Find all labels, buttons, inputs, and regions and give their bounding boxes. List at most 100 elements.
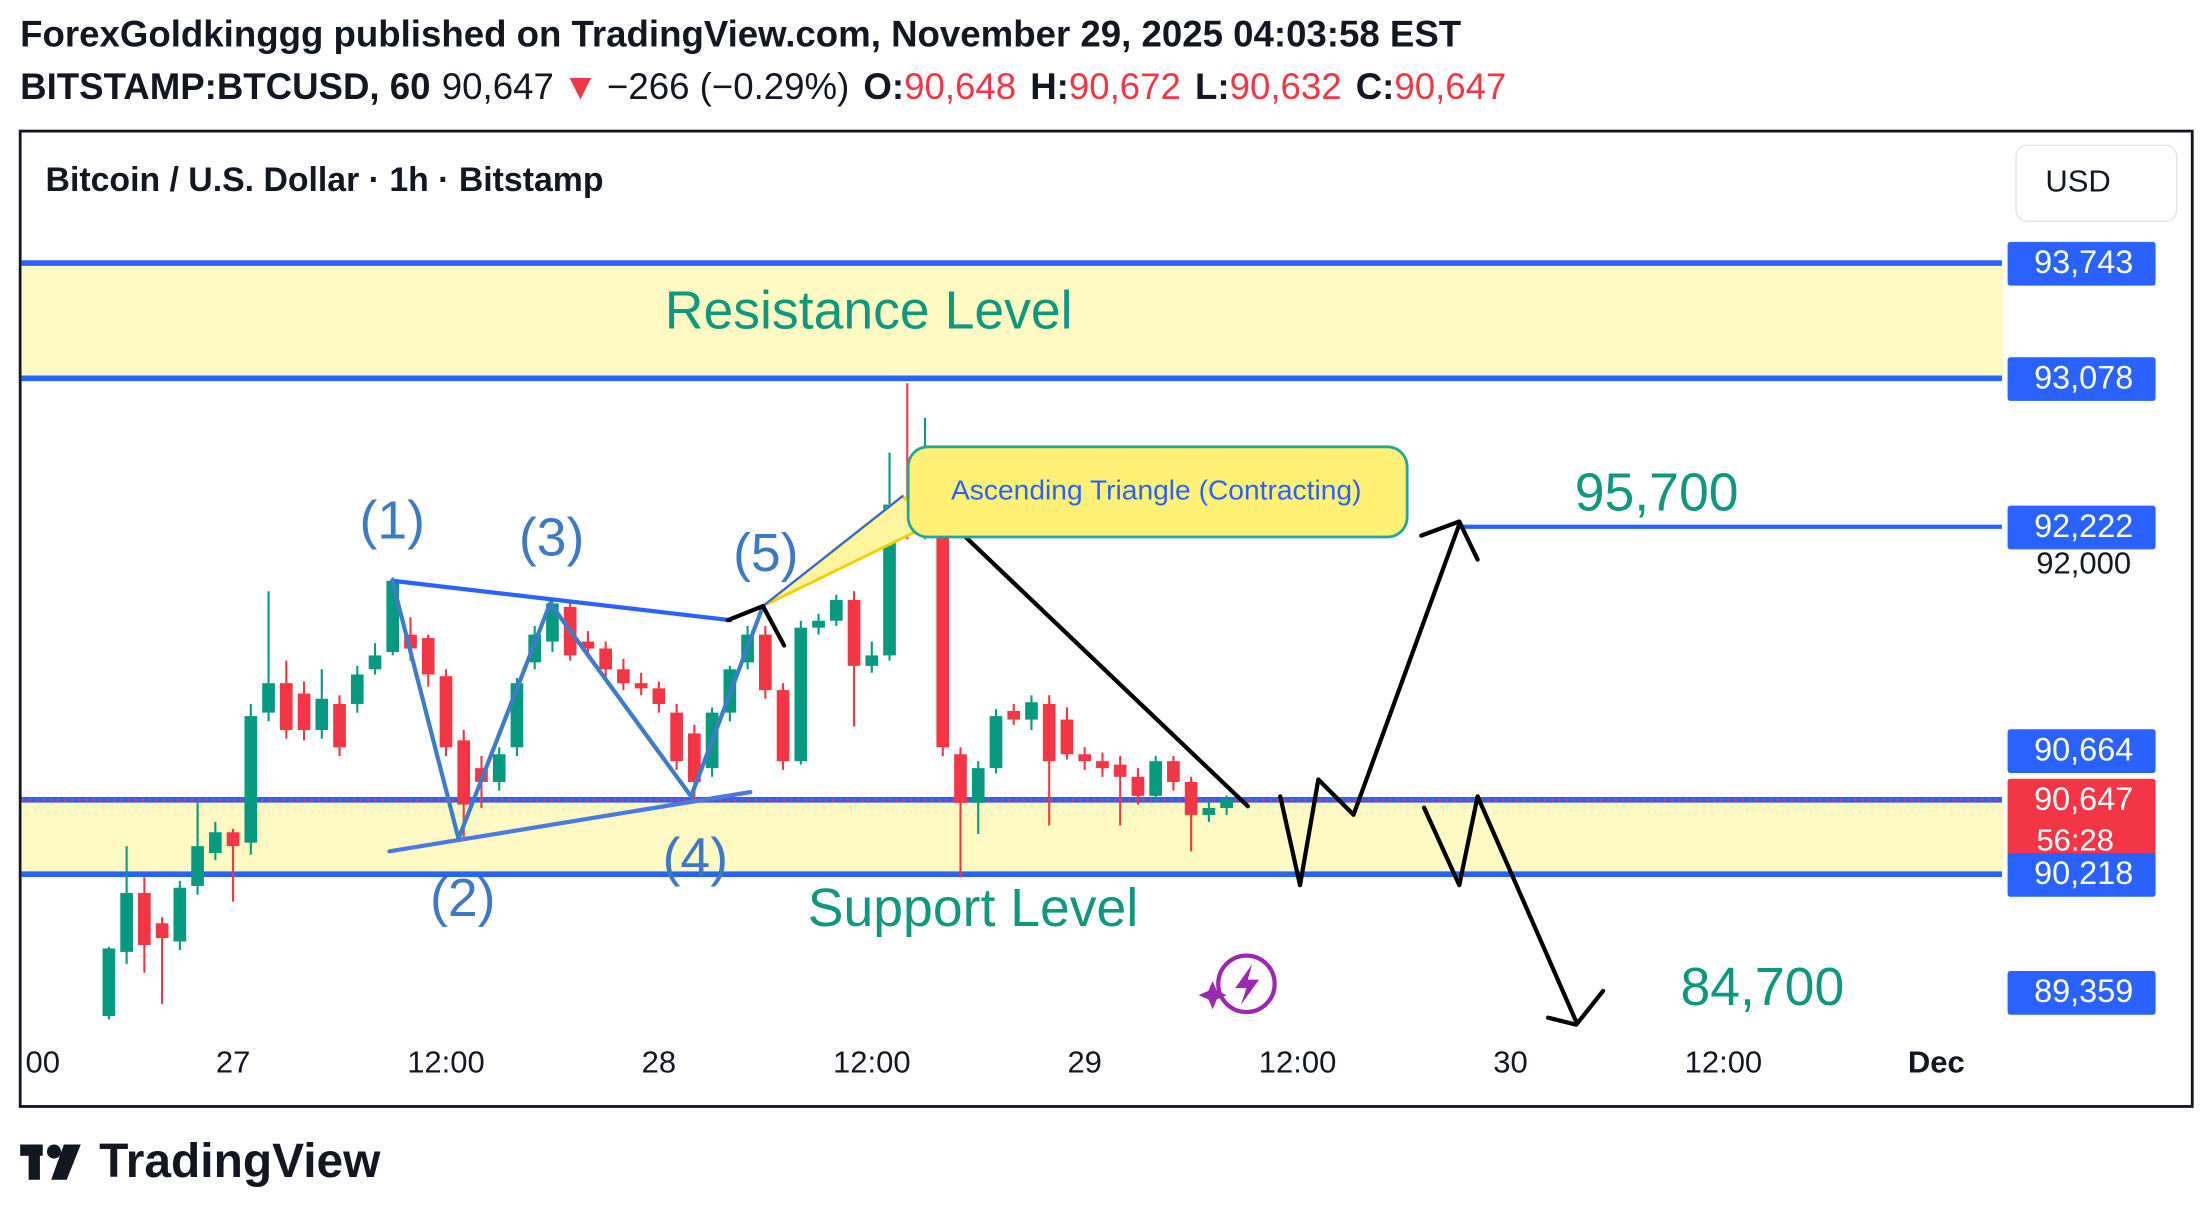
candle-body	[688, 733, 701, 782]
candle-body	[1167, 761, 1180, 782]
candle-body	[617, 669, 630, 684]
wave-cap	[725, 603, 787, 648]
logo-mark	[51, 1144, 81, 1180]
candle-body	[1007, 710, 1021, 720]
icon-bolt	[1235, 964, 1260, 1005]
last: 90,647	[442, 65, 554, 106]
candle-body	[262, 683, 275, 713]
x-tick-label: Dec	[1908, 1044, 1965, 1079]
y-tick-label: 92,000	[2036, 545, 2131, 580]
candle-body	[1042, 703, 1056, 762]
pattern-callout	[906, 445, 1409, 539]
resistance-label: Resistance Level	[665, 281, 1073, 340]
arrow: ▼	[562, 65, 598, 106]
support-label: Support Level	[808, 879, 1138, 938]
wave-label: (3)	[519, 508, 584, 567]
candle-body	[758, 634, 772, 691]
projection-alt	[1421, 794, 1579, 1025]
candle-body	[1113, 764, 1127, 777]
lower-trendline	[387, 790, 753, 854]
price-label: 93,743	[2034, 244, 2133, 280]
logo-mark	[46, 1144, 62, 1159]
o-label: O:	[863, 65, 904, 106]
brand: TradingView	[99, 1135, 381, 1188]
price-label-box	[2007, 505, 2156, 550]
candle-body	[847, 599, 861, 666]
x-tick-label: 12:00	[407, 1044, 485, 1079]
quote-line: BITSTAMP:BTCUSD, 60 90,647 ▼ −266 (−0.29%) O…	[20, 65, 1506, 106]
x-tick-label: 29	[1067, 1044, 1101, 1079]
logo-mark	[28, 1144, 40, 1180]
drawings	[387, 445, 1606, 1027]
candle-body	[102, 948, 116, 1017]
candle-body	[971, 768, 985, 803]
candle-body	[599, 648, 613, 670]
price-label: 89,359	[2034, 973, 2133, 1009]
wave-label: (1)	[360, 491, 425, 550]
candle-body	[279, 683, 293, 730]
candle-body	[812, 620, 825, 628]
wave-label: (4)	[663, 828, 728, 887]
candle-body	[1202, 807, 1216, 815]
arrow-up-head	[1419, 519, 1480, 562]
h: 90,672	[1069, 65, 1181, 106]
candle-body	[1184, 781, 1198, 815]
price-label: 90,664	[2034, 731, 2133, 767]
target-up: 95,700	[1575, 463, 1739, 522]
x-tick-label: 12:00	[1259, 1044, 1337, 1079]
x-tick-label: 30	[1493, 1044, 1527, 1079]
wave-path	[390, 578, 766, 841]
o: 90,648	[904, 65, 1016, 106]
candle-body	[297, 693, 311, 730]
arrow-down-head	[1545, 988, 1606, 1027]
candle-body	[368, 655, 382, 670]
resistance-zone	[21, 263, 2004, 379]
c: 90,647	[1394, 65, 1506, 106]
candle-body	[794, 627, 808, 762]
price-label-box	[2007, 357, 2156, 401]
candle-body	[439, 676, 453, 748]
pattern-label: Ascending Triangle (Contracting)	[951, 473, 1362, 505]
support-zone	[21, 799, 2004, 875]
currency: USD	[2045, 163, 2110, 198]
x-tick-label: 27	[216, 1044, 250, 1079]
projection-down	[939, 512, 1250, 809]
x-tick-label: 12:00	[1685, 1044, 1763, 1079]
price-label: 92,222	[2034, 508, 2133, 544]
l-label: L:	[1195, 65, 1230, 106]
assistant-icon[interactable]	[1198, 953, 1277, 1015]
candle-body	[1220, 799, 1233, 808]
candle-body	[954, 754, 967, 803]
candle-body	[652, 688, 666, 704]
candle-body	[865, 655, 879, 666]
currency-button[interactable]	[2015, 144, 2178, 222]
candle-body	[120, 892, 133, 952]
logo: TradingView	[20, 1135, 381, 1188]
candle-body	[350, 674, 364, 704]
change: −266 (−0.29%)	[607, 65, 849, 106]
header-line: ForexGoldkinggg published on TradingView…	[20, 13, 1461, 54]
price-label: 90,647	[2034, 781, 2133, 817]
candle-body	[776, 690, 790, 762]
publisher: ForexGoldkinggg published on TradingView…	[20, 13, 1461, 54]
candle-body	[421, 638, 435, 675]
candle-body	[936, 501, 950, 748]
price-label-box	[2007, 778, 2156, 864]
wave-label: (5)	[733, 524, 798, 583]
candle-body	[191, 846, 204, 887]
chart-title: Bitcoin / U.S. Dollar · 1h · Bitstamp	[46, 161, 604, 199]
candle-body	[333, 703, 346, 748]
candle-body	[1060, 719, 1074, 755]
candle-body	[670, 712, 683, 762]
symbol: BITSTAMP:BTCUSD, 60	[20, 65, 430, 106]
candle-body	[581, 641, 595, 649]
candle-body	[155, 923, 169, 939]
countdown: 56:28	[2036, 822, 2114, 857]
icon-spark	[1198, 981, 1227, 1010]
price-label-box	[2007, 971, 2156, 1015]
candle-body	[315, 698, 329, 730]
wave-label: (2)	[430, 869, 495, 928]
candle-body	[989, 716, 1003, 769]
